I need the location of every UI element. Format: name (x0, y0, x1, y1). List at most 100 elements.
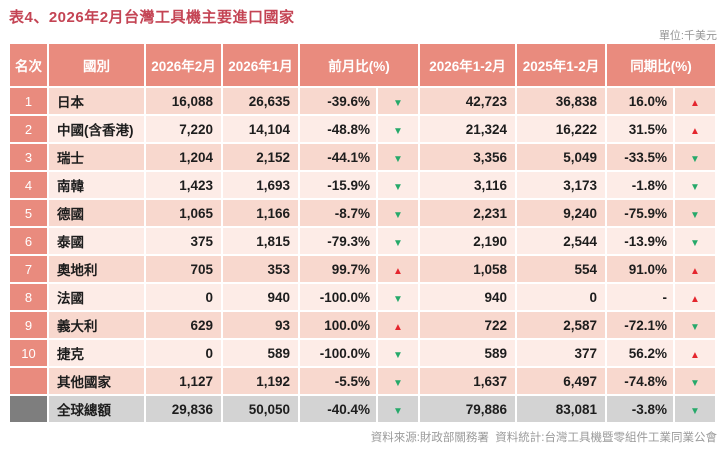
trend-arrow-icon: ▼ (393, 97, 403, 109)
country-cell: 中國(含香港) (49, 116, 144, 142)
rank-cell: 10 (10, 340, 47, 366)
col-header-ytd2026: 2026年1-2月 (420, 44, 515, 86)
col-header-mom: 前月比(%) (300, 44, 418, 86)
ytd2026-value-cell: 3,356 (420, 144, 515, 170)
trend-arrow-icon: ▼ (690, 181, 700, 193)
col-header-yoy: 同期比(%) (607, 44, 715, 86)
ytd2025-value-cell: 9,240 (517, 200, 605, 226)
country-cell: 瑞士 (49, 144, 144, 170)
feb2026-value-cell: 375 (146, 228, 221, 254)
jan2026-value-cell: 50,050 (223, 396, 298, 422)
mom-trend-cell: ▲ (378, 312, 418, 338)
table-body: 1 日本 16,088 26,635 -39.6% ▼ 42,723 36,83… (10, 88, 715, 422)
yoy-trend-cell: ▼ (675, 172, 715, 198)
ytd2025-value-cell: 6,497 (517, 368, 605, 394)
ytd2026-value-cell: 1,058 (420, 256, 515, 282)
ytd2025-value-cell: 36,838 (517, 88, 605, 114)
mom-trend-cell: ▼ (378, 396, 418, 422)
country-cell: 德國 (49, 200, 144, 226)
ytd2025-value-cell: 83,081 (517, 396, 605, 422)
country-cell: 泰國 (49, 228, 144, 254)
country-cell: 義大利 (49, 312, 144, 338)
ytd2026-value-cell: 1,637 (420, 368, 515, 394)
table-row: 全球總額 29,836 50,050 -40.4% ▼ 79,886 83,08… (10, 396, 715, 422)
ytd2026-value-cell: 2,231 (420, 200, 515, 226)
ytd2026-value-cell: 42,723 (420, 88, 515, 114)
yoy-trend-cell: ▼ (675, 396, 715, 422)
table-row: 8 法國 0 940 -100.0% ▼ 940 0 - ▲ (10, 284, 715, 310)
import-table: 名次 國別 2026年2月 2026年1月 前月比(%) 2026年1-2月 2… (8, 42, 717, 424)
feb2026-value-cell: 29,836 (146, 396, 221, 422)
mom-percent-cell: 99.7% (300, 256, 376, 282)
mom-percent-cell: -48.8% (300, 116, 376, 142)
jan2026-value-cell: 1,815 (223, 228, 298, 254)
ytd2025-value-cell: 2,587 (517, 312, 605, 338)
yoy-trend-cell: ▲ (675, 284, 715, 310)
mom-percent-cell: -79.3% (300, 228, 376, 254)
rank-cell: 6 (10, 228, 47, 254)
table-row: 5 德國 1,065 1,166 -8.7% ▼ 2,231 9,240 -75… (10, 200, 715, 226)
yoy-percent-cell: 56.2% (607, 340, 673, 366)
yoy-trend-cell: ▼ (675, 200, 715, 226)
rank-cell (10, 368, 47, 394)
mom-trend-cell: ▼ (378, 340, 418, 366)
yoy-percent-cell: -13.9% (607, 228, 673, 254)
yoy-percent-cell: -1.8% (607, 172, 673, 198)
yoy-percent-cell: -33.5% (607, 144, 673, 170)
table-row: 3 瑞士 1,204 2,152 -44.1% ▼ 3,356 5,049 -3… (10, 144, 715, 170)
trend-arrow-icon: ▲ (690, 293, 700, 305)
rank-cell (10, 396, 47, 422)
table-row: 9 義大利 629 93 100.0% ▲ 722 2,587 -72.1% ▼ (10, 312, 715, 338)
trend-arrow-icon: ▼ (690, 237, 700, 249)
ytd2026-value-cell: 722 (420, 312, 515, 338)
jan2026-value-cell: 589 (223, 340, 298, 366)
yoy-percent-cell: 16.0% (607, 88, 673, 114)
trend-arrow-icon: ▲ (393, 321, 403, 333)
trend-arrow-icon: ▲ (690, 265, 700, 277)
country-cell: 奧地利 (49, 256, 144, 282)
trend-arrow-icon: ▼ (393, 405, 403, 417)
feb2026-value-cell: 629 (146, 312, 221, 338)
yoy-percent-cell: -74.8% (607, 368, 673, 394)
mom-trend-cell: ▼ (378, 228, 418, 254)
trend-arrow-icon: ▲ (690, 349, 700, 361)
table-header: 名次 國別 2026年2月 2026年1月 前月比(%) 2026年1-2月 2… (10, 44, 715, 86)
rank-cell: 8 (10, 284, 47, 310)
ytd2026-value-cell: 3,116 (420, 172, 515, 198)
col-header-ytd2025: 2025年1-2月 (517, 44, 605, 86)
rank-cell: 7 (10, 256, 47, 282)
feb2026-value-cell: 0 (146, 340, 221, 366)
jan2026-value-cell: 1,166 (223, 200, 298, 226)
rank-cell: 5 (10, 200, 47, 226)
yoy-trend-cell: ▼ (675, 368, 715, 394)
yoy-percent-cell: - (607, 284, 673, 310)
ytd2026-value-cell: 79,886 (420, 396, 515, 422)
feb2026-value-cell: 16,088 (146, 88, 221, 114)
page-title: 表4、2026年2月台灣工具機主要進口國家 (9, 9, 295, 26)
yoy-percent-cell: -3.8% (607, 396, 673, 422)
rank-cell: 1 (10, 88, 47, 114)
trend-arrow-icon: ▼ (690, 377, 700, 389)
mom-trend-cell: ▲ (378, 256, 418, 282)
mom-trend-cell: ▼ (378, 284, 418, 310)
trend-arrow-icon: ▲ (690, 97, 700, 109)
country-cell: 日本 (49, 88, 144, 114)
mom-percent-cell: -100.0% (300, 340, 376, 366)
mom-trend-cell: ▼ (378, 144, 418, 170)
trend-arrow-icon: ▲ (393, 265, 403, 277)
unit-label: 單位:千美元 (658, 30, 717, 42)
jan2026-value-cell: 1,693 (223, 172, 298, 198)
header-row: 名次 國別 2026年2月 2026年1月 前月比(%) 2026年1-2月 2… (10, 44, 715, 86)
mom-trend-cell: ▼ (378, 88, 418, 114)
feb2026-value-cell: 705 (146, 256, 221, 282)
mom-trend-cell: ▼ (378, 200, 418, 226)
col-header-country: 國別 (49, 44, 144, 86)
trend-arrow-icon: ▼ (393, 237, 403, 249)
yoy-percent-cell: 91.0% (607, 256, 673, 282)
trend-arrow-icon: ▼ (690, 405, 700, 417)
trend-arrow-icon: ▼ (690, 153, 700, 165)
source-note: 資料來源:財政部關務署 資料統計:台灣工具機暨零組件工業同業公會 (370, 432, 717, 444)
jan2026-value-cell: 93 (223, 312, 298, 338)
yoy-percent-cell: -75.9% (607, 200, 673, 226)
ytd2025-value-cell: 0 (517, 284, 605, 310)
